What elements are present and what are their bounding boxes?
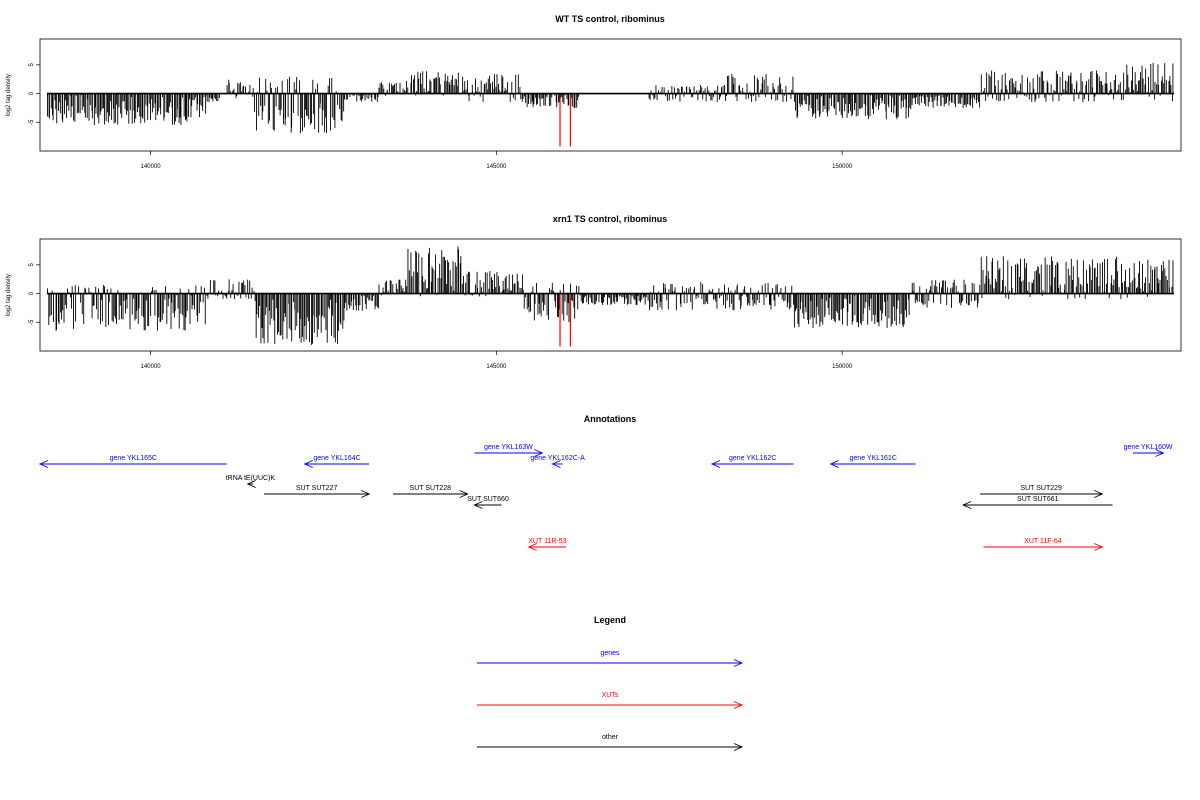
y-tick-label: -5 (29, 119, 35, 125)
x-tick-label: 150000 (832, 164, 853, 170)
track-panel-wt: WT TS control, ribominus log2 tag densit… (6, 14, 1182, 170)
arrowhead (38, 460, 49, 468)
legend-title: Legend (594, 615, 626, 625)
legend-panel: Legend genes XUTs other (477, 615, 744, 751)
signal-bars (46, 62, 1175, 147)
annotations-panel: Annotations gene YKL165C gene YKL164C gene… (38, 414, 1173, 551)
arrowhead (733, 659, 744, 667)
signal-bars (46, 246, 1175, 347)
arrowhead (829, 460, 839, 468)
panel-title: WT TS control, ribominus (555, 14, 665, 24)
annotation-label: SUT SUT227 (296, 485, 338, 492)
y-tick-label: 5 (29, 63, 35, 67)
arrowhead (361, 490, 371, 498)
y-tick-label: 0 (29, 291, 35, 295)
arrowhead (710, 460, 721, 468)
arrowhead (459, 490, 469, 498)
arrowhead (473, 501, 483, 509)
x-tick-label: 140000 (141, 164, 162, 170)
y-tick-label: 0 (29, 91, 35, 95)
annotation-label: gene YKL162C (729, 455, 776, 462)
arrowhead (733, 743, 744, 751)
x-tick-label: 140000 (141, 364, 162, 370)
arrowhead (1094, 490, 1104, 498)
y-tick-label: -5 (29, 319, 35, 325)
arrowhead (1094, 543, 1104, 551)
annotation-label: gene YKL160W (1124, 444, 1173, 451)
axes: 140000 145000 150000 5 0 -5 (29, 63, 853, 170)
arrowhead (962, 501, 972, 509)
x-tick-label: 145000 (486, 164, 507, 170)
annotation-label: SUT SUT229 (1020, 485, 1062, 492)
arrowhead (1155, 449, 1165, 457)
annotation-label: gene YKL162C-A (530, 455, 585, 462)
annotation-label: gene YKL165C (110, 455, 157, 462)
annotation-label: gene YKL163W (484, 444, 533, 451)
x-tick-label: 150000 (832, 364, 853, 370)
y-tick-label: 5 (29, 263, 35, 267)
legend-label: other (602, 734, 619, 741)
arrowhead (246, 480, 256, 488)
x-tick-label: 145000 (486, 364, 507, 370)
y-axis-label: log2 tag density (6, 74, 12, 116)
annotation-label: SUT SUT661 (1017, 496, 1059, 503)
arrowhead (534, 449, 544, 457)
panel-title: xrn1 TS control, ribominus (553, 214, 668, 224)
legend-label: genes (600, 650, 620, 657)
y-axis-label: log2 tag density (6, 274, 12, 316)
annotation-label: SUT SUT228 (410, 485, 452, 492)
annotation-label: tRNA tE(UUC)K (226, 475, 276, 482)
annotations-title: Annotations (584, 414, 637, 424)
annotation-label: gene YKL164C (313, 455, 360, 462)
track-panel-xrn1: xrn1 TS control, ribominus log2 tag dens… (6, 214, 1182, 370)
annotation-label: gene YKL161C (850, 455, 897, 462)
plot-frame (39, 38, 1182, 152)
annotation-label: XUT 11R-53 (528, 538, 566, 545)
annotation-label: XUT 11F-64 (1024, 538, 1062, 545)
arrowhead (303, 460, 313, 468)
arrowhead (527, 543, 537, 551)
axes: 140000 145000 150000 5 0 -5 (29, 263, 853, 370)
plot-frame (39, 238, 1182, 352)
arrowhead (733, 701, 744, 709)
arrowhead (551, 460, 561, 468)
legend-label: XUTs (602, 692, 619, 699)
annotation-label: SUT SUT660 (467, 496, 509, 503)
